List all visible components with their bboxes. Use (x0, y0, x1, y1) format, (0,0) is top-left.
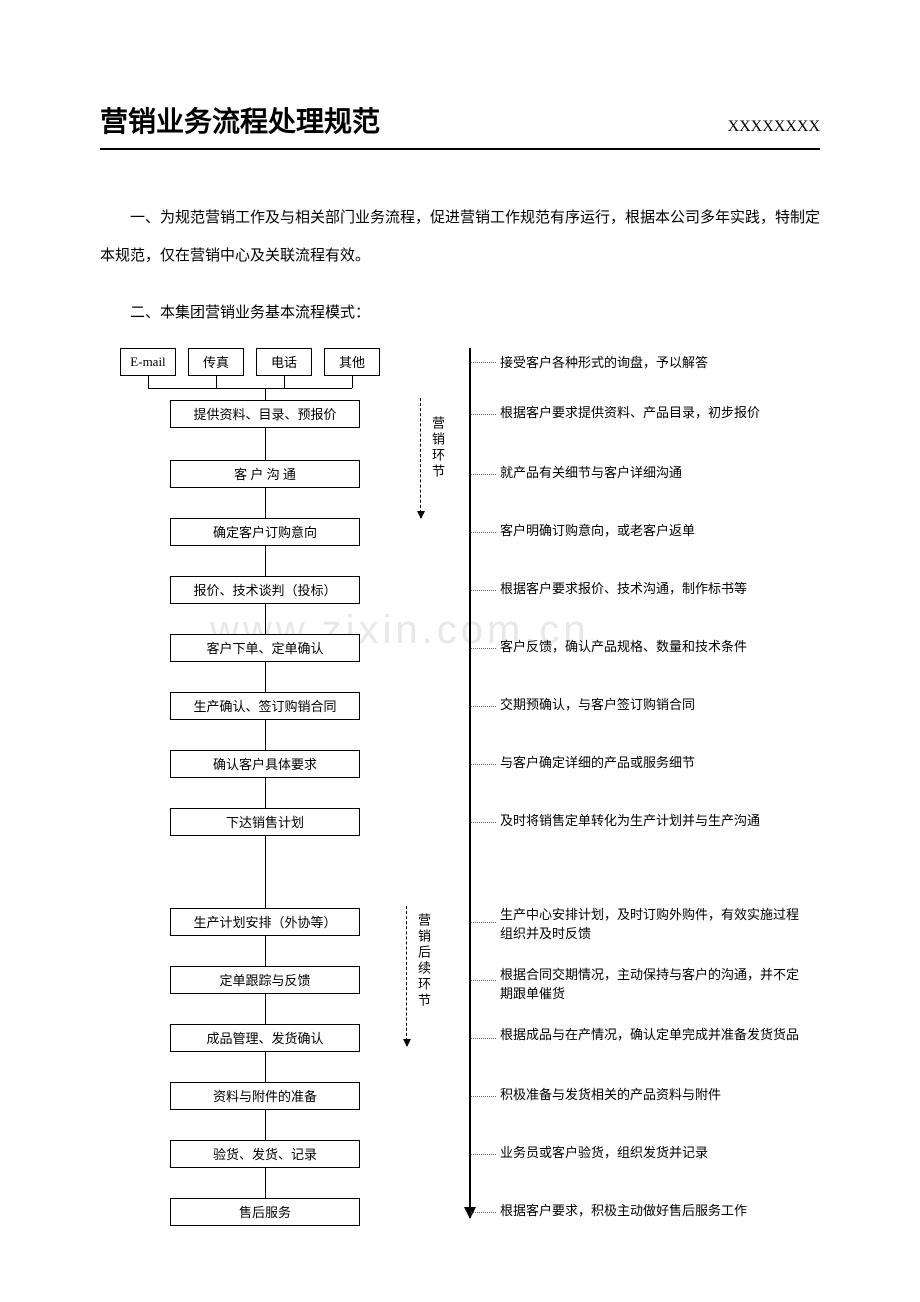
step-desc-s9: 生产中心安排计划，及时订购外购件，有效实施过程组织并及时反馈 (500, 905, 810, 944)
step-desc-s11: 根据成品与在产情况，确认定单完成并准备发货货品 (500, 1025, 810, 1045)
leader-line (471, 1096, 496, 1097)
connector (265, 994, 266, 1024)
connector (265, 1110, 266, 1140)
paragraph-2: 二、本集团营销业务基本流程模式： (100, 295, 820, 333)
step-s6: 生产确认、签订购销合同 (170, 692, 360, 720)
step-s10: 定单跟踪与反馈 (170, 966, 360, 994)
leader-line (471, 764, 496, 765)
step-s7: 确认客户具体要求 (170, 750, 360, 778)
connector (265, 604, 266, 634)
step-desc-s7: 与客户确定详细的产品或服务细节 (500, 753, 810, 773)
connector (352, 376, 353, 388)
connector (265, 428, 266, 460)
step-desc-s6: 交期预确认，与客户签订购销合同 (500, 695, 810, 715)
step-desc-s14: 根据客户要求，积极主动做好售后服务工作 (500, 1201, 810, 1221)
input-fax: 传真 (188, 348, 244, 376)
connector (265, 778, 266, 808)
doc-code: XXXXXXXX (728, 118, 820, 136)
phase2-label: 营销后续环节 (414, 913, 433, 1009)
step-desc-s1: 根据客户要求提供资料、产品目录，初步报价 (500, 403, 810, 423)
leader-line (471, 590, 496, 591)
connector (265, 662, 266, 692)
step-desc-s13: 业务员或客户验货，组织发货并记录 (500, 1143, 810, 1163)
step-desc-s5: 客户反馈，确认产品规格、数量和技术条件 (500, 637, 810, 657)
leader-line (471, 414, 496, 415)
input-phone: 电话 (256, 348, 312, 376)
connector (148, 376, 149, 388)
connector (148, 388, 352, 389)
step-desc-s2: 就产品有关细节与客户详细沟通 (500, 463, 810, 483)
main-flow-arrow (469, 348, 471, 1218)
input-email: E-mail (120, 348, 176, 376)
step-desc-s4: 根据客户要求报价、技术沟通，制作标书等 (500, 579, 810, 599)
phase1-bracket (420, 398, 421, 518)
connector (265, 1168, 266, 1198)
flowchart: www.zixin.com.cn E-mail 传真 电话 其他 接受客户各种形… (100, 348, 820, 1228)
leader-line (471, 532, 496, 533)
input-other: 其他 (324, 348, 380, 376)
leader-line (471, 474, 496, 475)
row0-desc: 接受客户各种形式的询盘，予以解答 (500, 353, 810, 373)
phase2-bracket (406, 906, 407, 1046)
step-s3: 确定客户订购意向 (170, 518, 360, 546)
leader-line (471, 648, 496, 649)
leader-line (471, 1038, 496, 1039)
connector (265, 1052, 266, 1082)
step-s4: 报价、技术谈判（投标） (170, 576, 360, 604)
document-header: 营销业务流程处理规范 XXXXXXXX (100, 100, 820, 150)
leader-line (471, 822, 496, 823)
connector (265, 936, 266, 966)
leader-line (471, 362, 496, 363)
step-s1: 提供资料、目录、预报价 (170, 400, 360, 428)
leader-line (471, 980, 496, 981)
step-s5: 客户下单、定单确认 (170, 634, 360, 662)
step-s13: 验货、发货、记录 (170, 1140, 360, 1168)
connector (265, 720, 266, 750)
phase1-label: 营销环节 (428, 416, 447, 480)
step-s2: 客 户 沟 通 (170, 460, 360, 488)
leader-line (471, 1212, 496, 1213)
step-s11: 成品管理、发货确认 (170, 1024, 360, 1052)
page-title: 营销业务流程处理规范 (100, 100, 380, 140)
connector (265, 546, 266, 576)
connector (265, 836, 266, 908)
connector (265, 388, 266, 400)
step-desc-s12: 积极准备与发货相关的产品资料与附件 (500, 1085, 810, 1105)
step-s14: 售后服务 (170, 1198, 360, 1226)
step-desc-s10: 根据合同交期情况，主动保持与客户的沟通，并不定期跟单催货 (500, 965, 810, 1004)
connector (216, 376, 217, 388)
step-desc-s8: 及时将销售定单转化为生产计划并与生产沟通 (500, 811, 810, 831)
connector (284, 376, 285, 388)
paragraph-1: 一、为规范营销工作及与相关部门业务流程，促进营销工作规范有序运行，根据本公司多年… (100, 200, 820, 275)
step-s12: 资料与附件的准备 (170, 1082, 360, 1110)
step-s8: 下达销售计划 (170, 808, 360, 836)
leader-line (471, 706, 496, 707)
step-s9: 生产计划安排（外协等） (170, 908, 360, 936)
connector (265, 488, 266, 518)
step-desc-s3: 客户明确订购意向，或老客户返单 (500, 521, 810, 541)
leader-line (471, 1154, 496, 1155)
leader-line (471, 922, 496, 923)
